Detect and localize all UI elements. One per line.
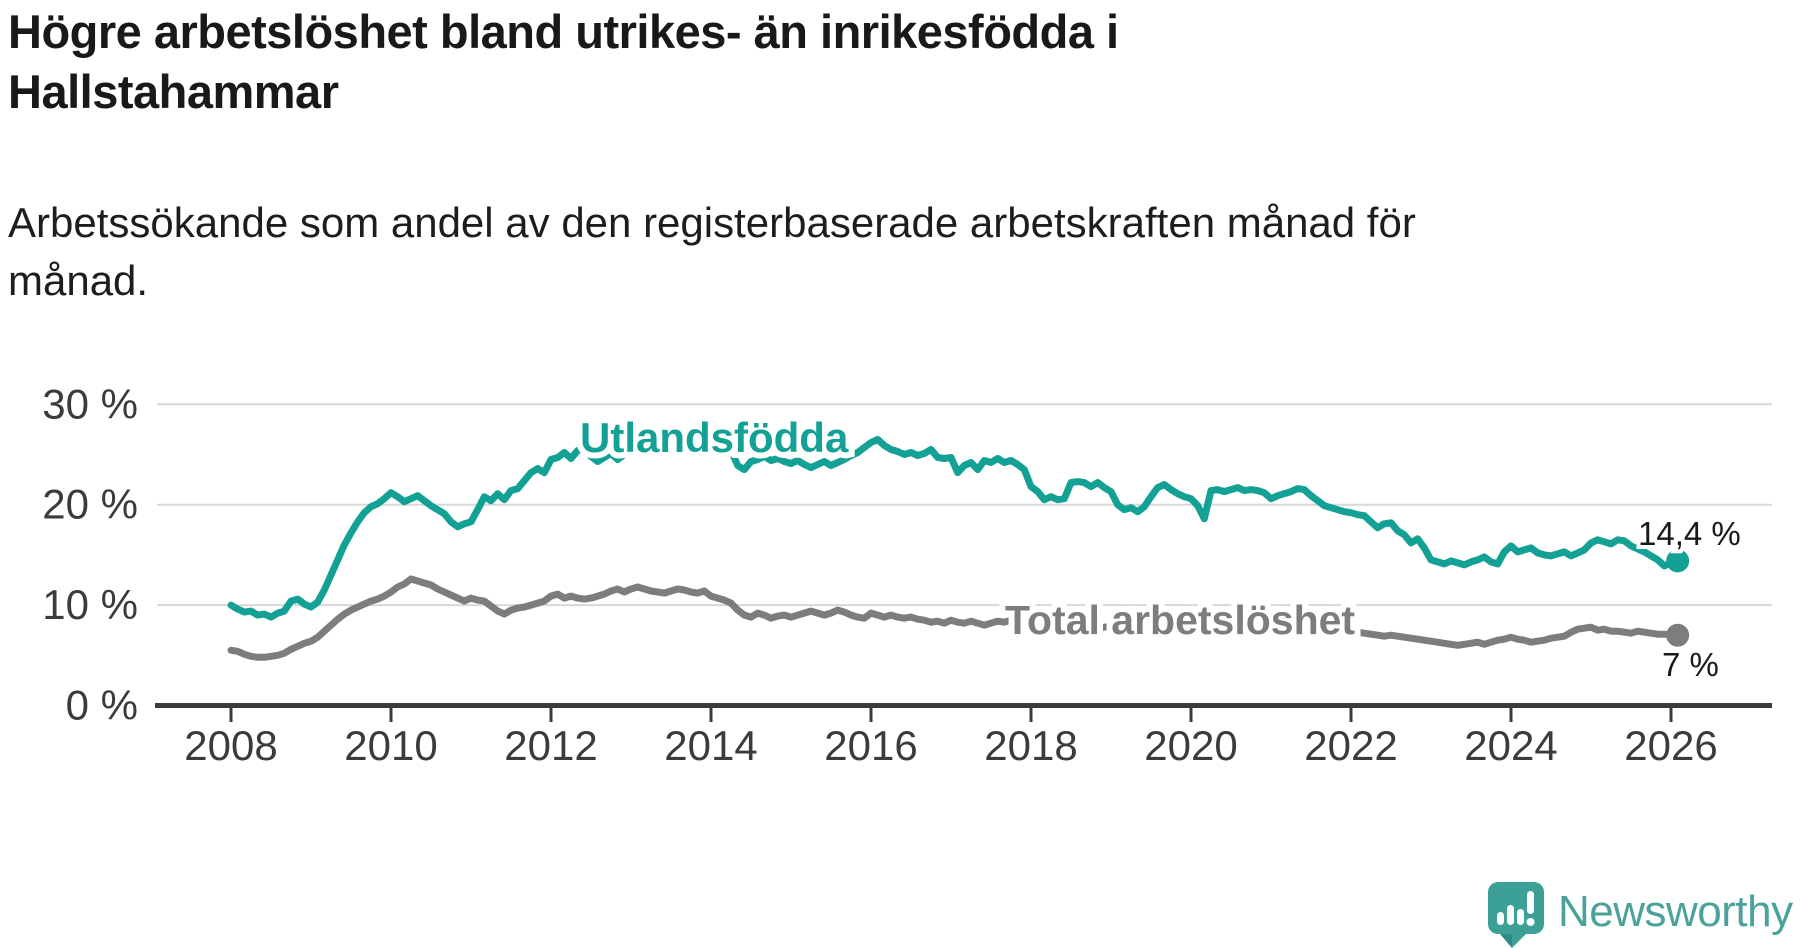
newsworthy-logo-icon	[1488, 882, 1544, 948]
series-end-dot-utlandsfodda	[1666, 549, 1690, 573]
y-axis-tick-label: 0 %	[66, 682, 138, 729]
chart-subtitle: Arbetssökande som andel av den registerb…	[8, 199, 1416, 304]
page-title: Högre arbetslöshet bland utrikes- än inr…	[8, 5, 1119, 118]
series-line-total	[227, 575, 1682, 661]
x-axis-tick-label: 2008	[184, 722, 277, 769]
series-label-total: Total arbetslöshet	[1005, 597, 1355, 643]
newsworthy-logo-text: Newsworthy	[1558, 887, 1793, 936]
newsworthy-logo: Newsworthy	[1488, 882, 1793, 948]
y-axis-tick-label: 10 %	[42, 581, 138, 628]
x-axis-tick-label: 2022	[1304, 722, 1397, 769]
x-axis-tick-label: 2012	[504, 722, 597, 769]
y-axis-tick-label: 20 %	[42, 481, 138, 528]
y-axis-tick-label: 30 %	[42, 380, 138, 427]
x-axis-tick-label: 2018	[984, 722, 1077, 769]
x-axis-tick-label: 2024	[1464, 722, 1557, 769]
x-axis-tick-label: 2010	[344, 722, 437, 769]
series-line-utlandsfodda	[227, 435, 1682, 621]
end-value-label-utlandsfodda: 14,4 %	[1638, 515, 1741, 552]
end-value-label-total: 7 %	[1662, 646, 1719, 683]
x-axis-tick-label: 2020	[1144, 722, 1237, 769]
series-label-utlandsfodda: Utlandsfödda	[580, 414, 849, 461]
x-axis-tick-label: 2014	[664, 722, 757, 769]
x-axis-tick-label: 2026	[1624, 722, 1717, 769]
x-axis-tick-label: 2016	[824, 722, 917, 769]
series-end-dot-total	[1666, 623, 1690, 647]
